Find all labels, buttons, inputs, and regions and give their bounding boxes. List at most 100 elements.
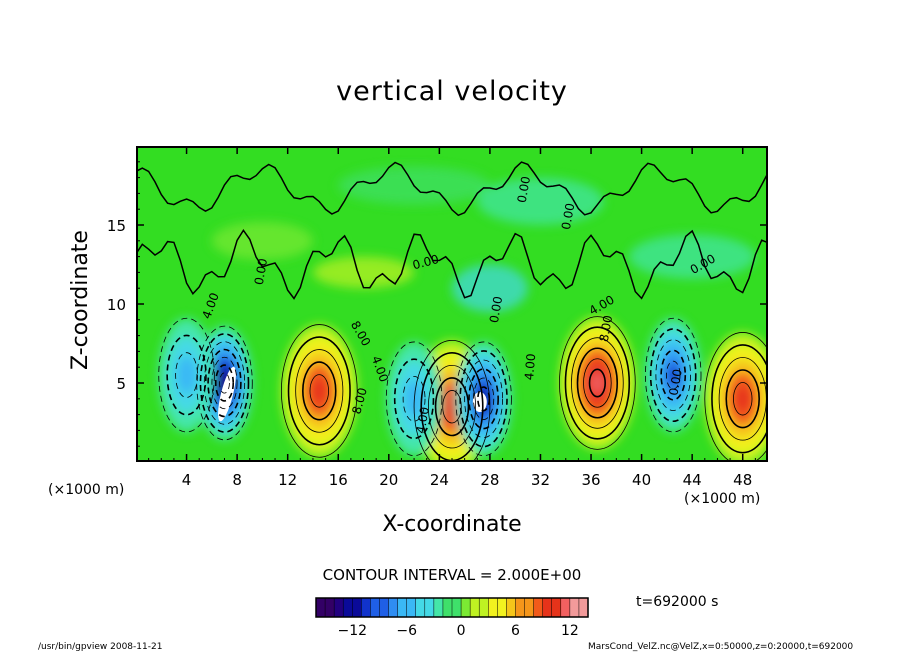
field-level-up-1-6 bbox=[591, 371, 604, 395]
x-tick-label-1: 8 bbox=[232, 471, 242, 489]
contour-neg-5-6 bbox=[477, 386, 491, 412]
colorbar-cell-21 bbox=[506, 597, 517, 618]
contour-pos-0-5 bbox=[309, 374, 329, 408]
x-unit-label-left: (×1000 m) bbox=[48, 482, 125, 498]
contour-neg-4-6 bbox=[214, 364, 235, 402]
colorbar-frame bbox=[315, 597, 589, 618]
contour-neg-5-5 bbox=[473, 377, 495, 420]
contour-zero-lower bbox=[136, 228, 768, 300]
contour-neg-4-4 bbox=[207, 348, 242, 418]
chart-title: vertical velocity bbox=[336, 76, 568, 107]
colorbar-tick-label-0: −12 bbox=[337, 623, 367, 639]
contour-neg-5-3 bbox=[464, 359, 503, 439]
contour-neg-6-2 bbox=[649, 328, 697, 423]
x-tick-label-2: 12 bbox=[278, 471, 297, 489]
colorbar-cell-15 bbox=[451, 597, 462, 618]
colorbar-cell-1 bbox=[324, 597, 335, 618]
x-tick-label-8: 36 bbox=[581, 471, 600, 489]
contour-neg-6-3 bbox=[655, 339, 691, 411]
contour-neg-4-5 bbox=[211, 356, 238, 410]
colorbar-cell-5 bbox=[361, 597, 371, 618]
colorbar-cell-26 bbox=[551, 597, 562, 618]
colorbar-cell-8 bbox=[388, 597, 399, 618]
colorbar-cell-9 bbox=[397, 597, 408, 618]
x-tick-label-4: 20 bbox=[379, 471, 398, 489]
contour-pos-0-1 bbox=[280, 324, 358, 458]
contour-neg-6-5 bbox=[665, 360, 681, 390]
contour-label-10: 0.00 bbox=[559, 202, 577, 231]
colorbar-cell-12 bbox=[424, 597, 435, 618]
contour-neg-7-2 bbox=[166, 334, 207, 416]
contour-neg-6-4 bbox=[660, 349, 687, 401]
footer-program-info: /usr/bin/gpview 2008-11-21 bbox=[38, 642, 163, 652]
contour-label-6: 4.00 bbox=[414, 406, 432, 435]
colorbar: −12 −6 0 6 12 bbox=[315, 597, 589, 639]
y-axis-label: Z-coordinate bbox=[68, 230, 93, 370]
x-tick-label-11: 48 bbox=[733, 471, 752, 489]
contour-pos-1-2 bbox=[564, 326, 631, 440]
contour-pos-1-4 bbox=[576, 347, 619, 419]
colorbar-cell-27 bbox=[560, 597, 571, 618]
field-wash-5 bbox=[452, 264, 528, 312]
plot-frame bbox=[136, 146, 768, 462]
field-wash-3 bbox=[628, 234, 756, 279]
field-level-down-7-3 bbox=[177, 356, 196, 395]
velocity-field bbox=[136, 146, 768, 462]
contour-pos-2-4 bbox=[725, 369, 760, 429]
contour-label-4: 8.00 bbox=[349, 386, 369, 415]
contour-pos-1-5 bbox=[583, 358, 612, 408]
colorbar-cell-20 bbox=[497, 597, 507, 618]
y-tick-label-0: 5 bbox=[116, 375, 126, 393]
contour-neg-8-1 bbox=[385, 341, 443, 457]
y-tick-label-2: 15 bbox=[107, 217, 126, 235]
contour-neg-7-1 bbox=[158, 317, 215, 433]
contour-pos-0-4 bbox=[302, 361, 337, 421]
field-level-up-2-5 bbox=[735, 385, 751, 413]
contour-interval-label: CONTOUR INTERVAL = 2.000E+00 bbox=[322, 566, 582, 584]
x-tick-label-9: 40 bbox=[632, 471, 651, 489]
contour-label-7: 0.00 bbox=[487, 295, 505, 324]
colorbar-cell-22 bbox=[515, 597, 526, 618]
colorbar-tick-label-4: 12 bbox=[561, 623, 579, 639]
colorbar-cell-13 bbox=[433, 597, 444, 618]
contour-neg-5-2 bbox=[459, 350, 508, 448]
x-unit-label-right: (×1000 m) bbox=[684, 491, 761, 507]
contour-pos-3-5 bbox=[442, 390, 462, 424]
contour-pos-0-3 bbox=[295, 349, 344, 433]
colorbar-cell-18 bbox=[478, 597, 489, 618]
field-level-up-0-5 bbox=[311, 377, 327, 405]
contour-pos-3-4 bbox=[434, 377, 470, 437]
contour-neg-4-7 bbox=[219, 372, 230, 394]
colorbar-cell-19 bbox=[488, 597, 498, 618]
contour-neg-6-1 bbox=[644, 317, 702, 433]
colorbar-cell-16 bbox=[460, 597, 471, 618]
field-wash-1 bbox=[477, 177, 604, 225]
contour-neg-7-3 bbox=[175, 352, 198, 398]
y-tick-label-1: 10 bbox=[107, 296, 126, 314]
colorbar-cell-4 bbox=[352, 597, 362, 618]
contour-neg-5-1 bbox=[455, 341, 512, 457]
colorbar-tick-label-3: 6 bbox=[511, 623, 520, 639]
colorbar-tick-label-1: −6 bbox=[396, 623, 417, 639]
contour-pos-2-1 bbox=[704, 332, 768, 462]
contour-label-13: 0.00 bbox=[666, 368, 684, 397]
colorbar-cell-11 bbox=[415, 597, 426, 618]
contour-neg-4-2 bbox=[199, 333, 250, 433]
x-tick-label-6: 28 bbox=[480, 471, 499, 489]
colorbar-cell-2 bbox=[333, 597, 344, 618]
contour-label-8: 0.00 bbox=[515, 175, 533, 204]
contour-label-11: 8.00 bbox=[597, 314, 615, 343]
contour-label-1: 0.00 bbox=[252, 257, 270, 286]
colorbar-cell-24 bbox=[533, 597, 544, 618]
x-tick-label-3: 16 bbox=[329, 471, 348, 489]
colorbar-cell-25 bbox=[542, 597, 553, 618]
colorbar-cell-29 bbox=[578, 597, 589, 618]
contour-neg-4-3 bbox=[203, 341, 246, 425]
contour-lines bbox=[136, 161, 768, 462]
time-label: t=692000 s bbox=[636, 594, 719, 610]
field-extreme-low-1 bbox=[218, 366, 236, 422]
x-axis-label: X-coordinate bbox=[382, 512, 522, 537]
field-level-down-6-5 bbox=[667, 363, 679, 387]
